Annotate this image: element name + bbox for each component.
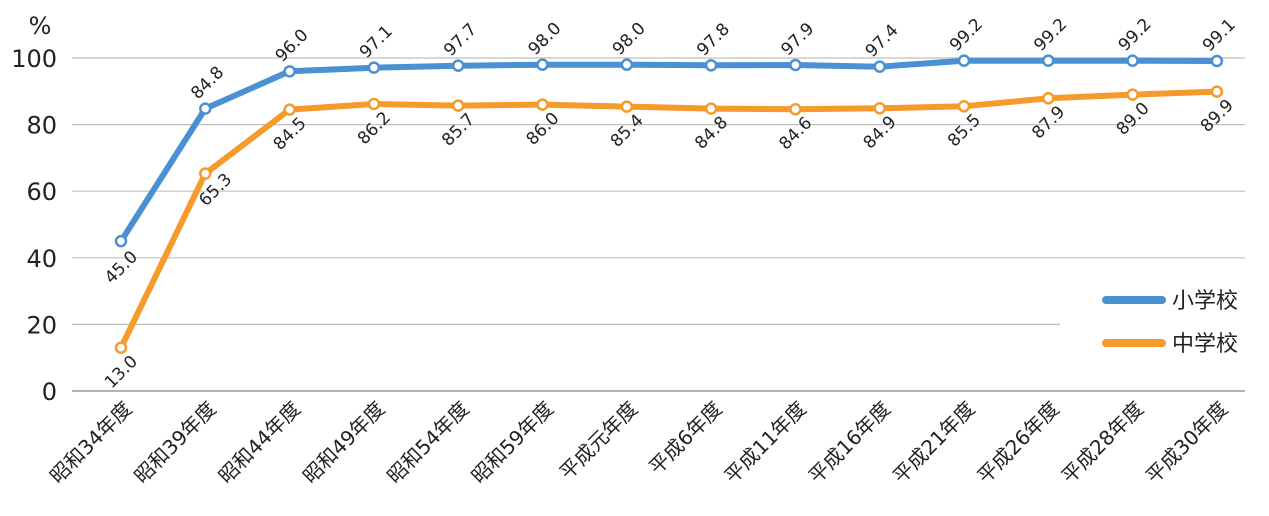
data-point	[873, 102, 886, 115]
x-tick-label: 昭和54年度	[382, 397, 474, 489]
series-elementary: 45.0 84.8 96.0 97.1 97.7 98.0 98.0 97.8 97.9 97.4…	[101, 15, 1240, 288]
x-tick-label: 昭和44年度	[214, 397, 306, 489]
data-point	[451, 59, 465, 72]
data-point	[873, 60, 886, 73]
data-point	[367, 97, 381, 111]
x-tick-label: 平成21年度	[888, 397, 980, 489]
data-label: 89.9	[1197, 96, 1238, 137]
data-point	[536, 98, 549, 111]
data-point	[1126, 88, 1139, 101]
data-point	[199, 102, 212, 115]
series-group: 45.0 84.8 96.0 97.1 97.7 98.0 98.0 97.8 97.9 97.4…	[101, 15, 1240, 393]
data-point	[536, 58, 549, 71]
data-point	[1126, 54, 1139, 67]
data-label: 99.2	[1030, 15, 1071, 56]
data-label: 99.2	[1115, 15, 1156, 56]
data-label: 97.7	[440, 20, 481, 61]
data-label: 85.5	[944, 110, 985, 151]
y-axis-ticks: 0 20 40 60 80 100	[11, 45, 57, 406]
x-tick-label: 平成11年度	[719, 397, 811, 489]
data-point	[957, 54, 971, 67]
data-label: 97.1	[356, 22, 397, 63]
x-tick-label: 平成26年度	[972, 397, 1064, 489]
series-junior-high: 13.065.384.5 86.2 85.7 86.0 85.4 84.8 84.6 84.9…	[101, 85, 1238, 393]
data-point	[1042, 54, 1055, 67]
series-line	[118, 57, 1220, 245]
data-label: 86.0	[523, 109, 564, 150]
data-label: 87.9	[1028, 102, 1069, 143]
data-label: 89.0	[1113, 99, 1154, 140]
data-point	[199, 167, 212, 180]
data-point	[114, 234, 128, 248]
data-label: 85.7	[438, 110, 479, 151]
x-tick-label: 平成16年度	[804, 397, 896, 489]
data-label: 84.6	[775, 113, 816, 154]
data-point	[789, 58, 802, 72]
x-tick-label: 平成28年度	[1057, 397, 1149, 489]
data-point	[367, 61, 381, 74]
data-label: 13.0	[101, 352, 142, 393]
legend-item: 小学校	[1102, 289, 1238, 314]
data-label: 97.9	[777, 19, 818, 60]
data-point	[1042, 92, 1055, 105]
y-tick-label: 80	[26, 112, 57, 140]
data-label: 98.0	[525, 19, 566, 60]
data-label: 99.2	[946, 15, 987, 56]
x-tick-label: 昭和59年度	[466, 397, 558, 489]
data-point	[1210, 85, 1224, 98]
data-point	[620, 100, 634, 113]
data-label: 86.2	[354, 108, 395, 149]
y-axis-label: %	[29, 12, 52, 40]
data-point	[704, 59, 718, 72]
data-point	[957, 100, 971, 113]
data-point	[620, 58, 634, 71]
data-label: 84.8	[691, 113, 732, 154]
series-line	[118, 88, 1220, 351]
data-label: 85.4	[607, 111, 648, 152]
data-point	[1210, 54, 1224, 68]
data-point	[114, 341, 128, 354]
x-tick-label: 平成30年度	[1141, 397, 1233, 489]
data-label: 84.9	[860, 112, 901, 153]
data-point	[704, 102, 718, 115]
data-label: 99.1	[1199, 15, 1240, 56]
legend-item: 中学校	[1102, 332, 1238, 357]
y-tick-label: 60	[26, 178, 57, 206]
y-tick-label: 40	[26, 245, 57, 273]
data-label: 98.0	[609, 19, 650, 60]
x-tick-label: 平成6年度	[644, 397, 727, 480]
data-label: 97.4	[862, 21, 903, 62]
data-point	[789, 103, 802, 116]
legend-label: 小学校	[1172, 289, 1238, 314]
y-tick-label: 0	[42, 378, 57, 406]
legend-label: 中学校	[1172, 332, 1238, 357]
y-tick-label: 100	[11, 45, 57, 73]
x-tick-label: 昭和34年度	[45, 397, 137, 489]
x-tick-label: 平成元年度	[555, 397, 643, 485]
data-label: 84.8	[187, 63, 228, 104]
x-tick-label: 昭和39年度	[129, 397, 221, 489]
x-tick-label: 昭和49年度	[298, 397, 390, 489]
data-label: 45.0	[101, 247, 142, 288]
data-label: 96.0	[272, 25, 313, 66]
data-point	[283, 103, 296, 116]
data-point	[451, 99, 465, 112]
y-tick-label: 20	[26, 311, 57, 339]
data-label: 97.8	[693, 19, 734, 60]
data-point	[283, 65, 296, 78]
x-axis-ticks: 昭和34年度昭和39年度昭和44年度昭和49年度昭和54年度昭和59年度平成元年…	[45, 397, 1232, 489]
